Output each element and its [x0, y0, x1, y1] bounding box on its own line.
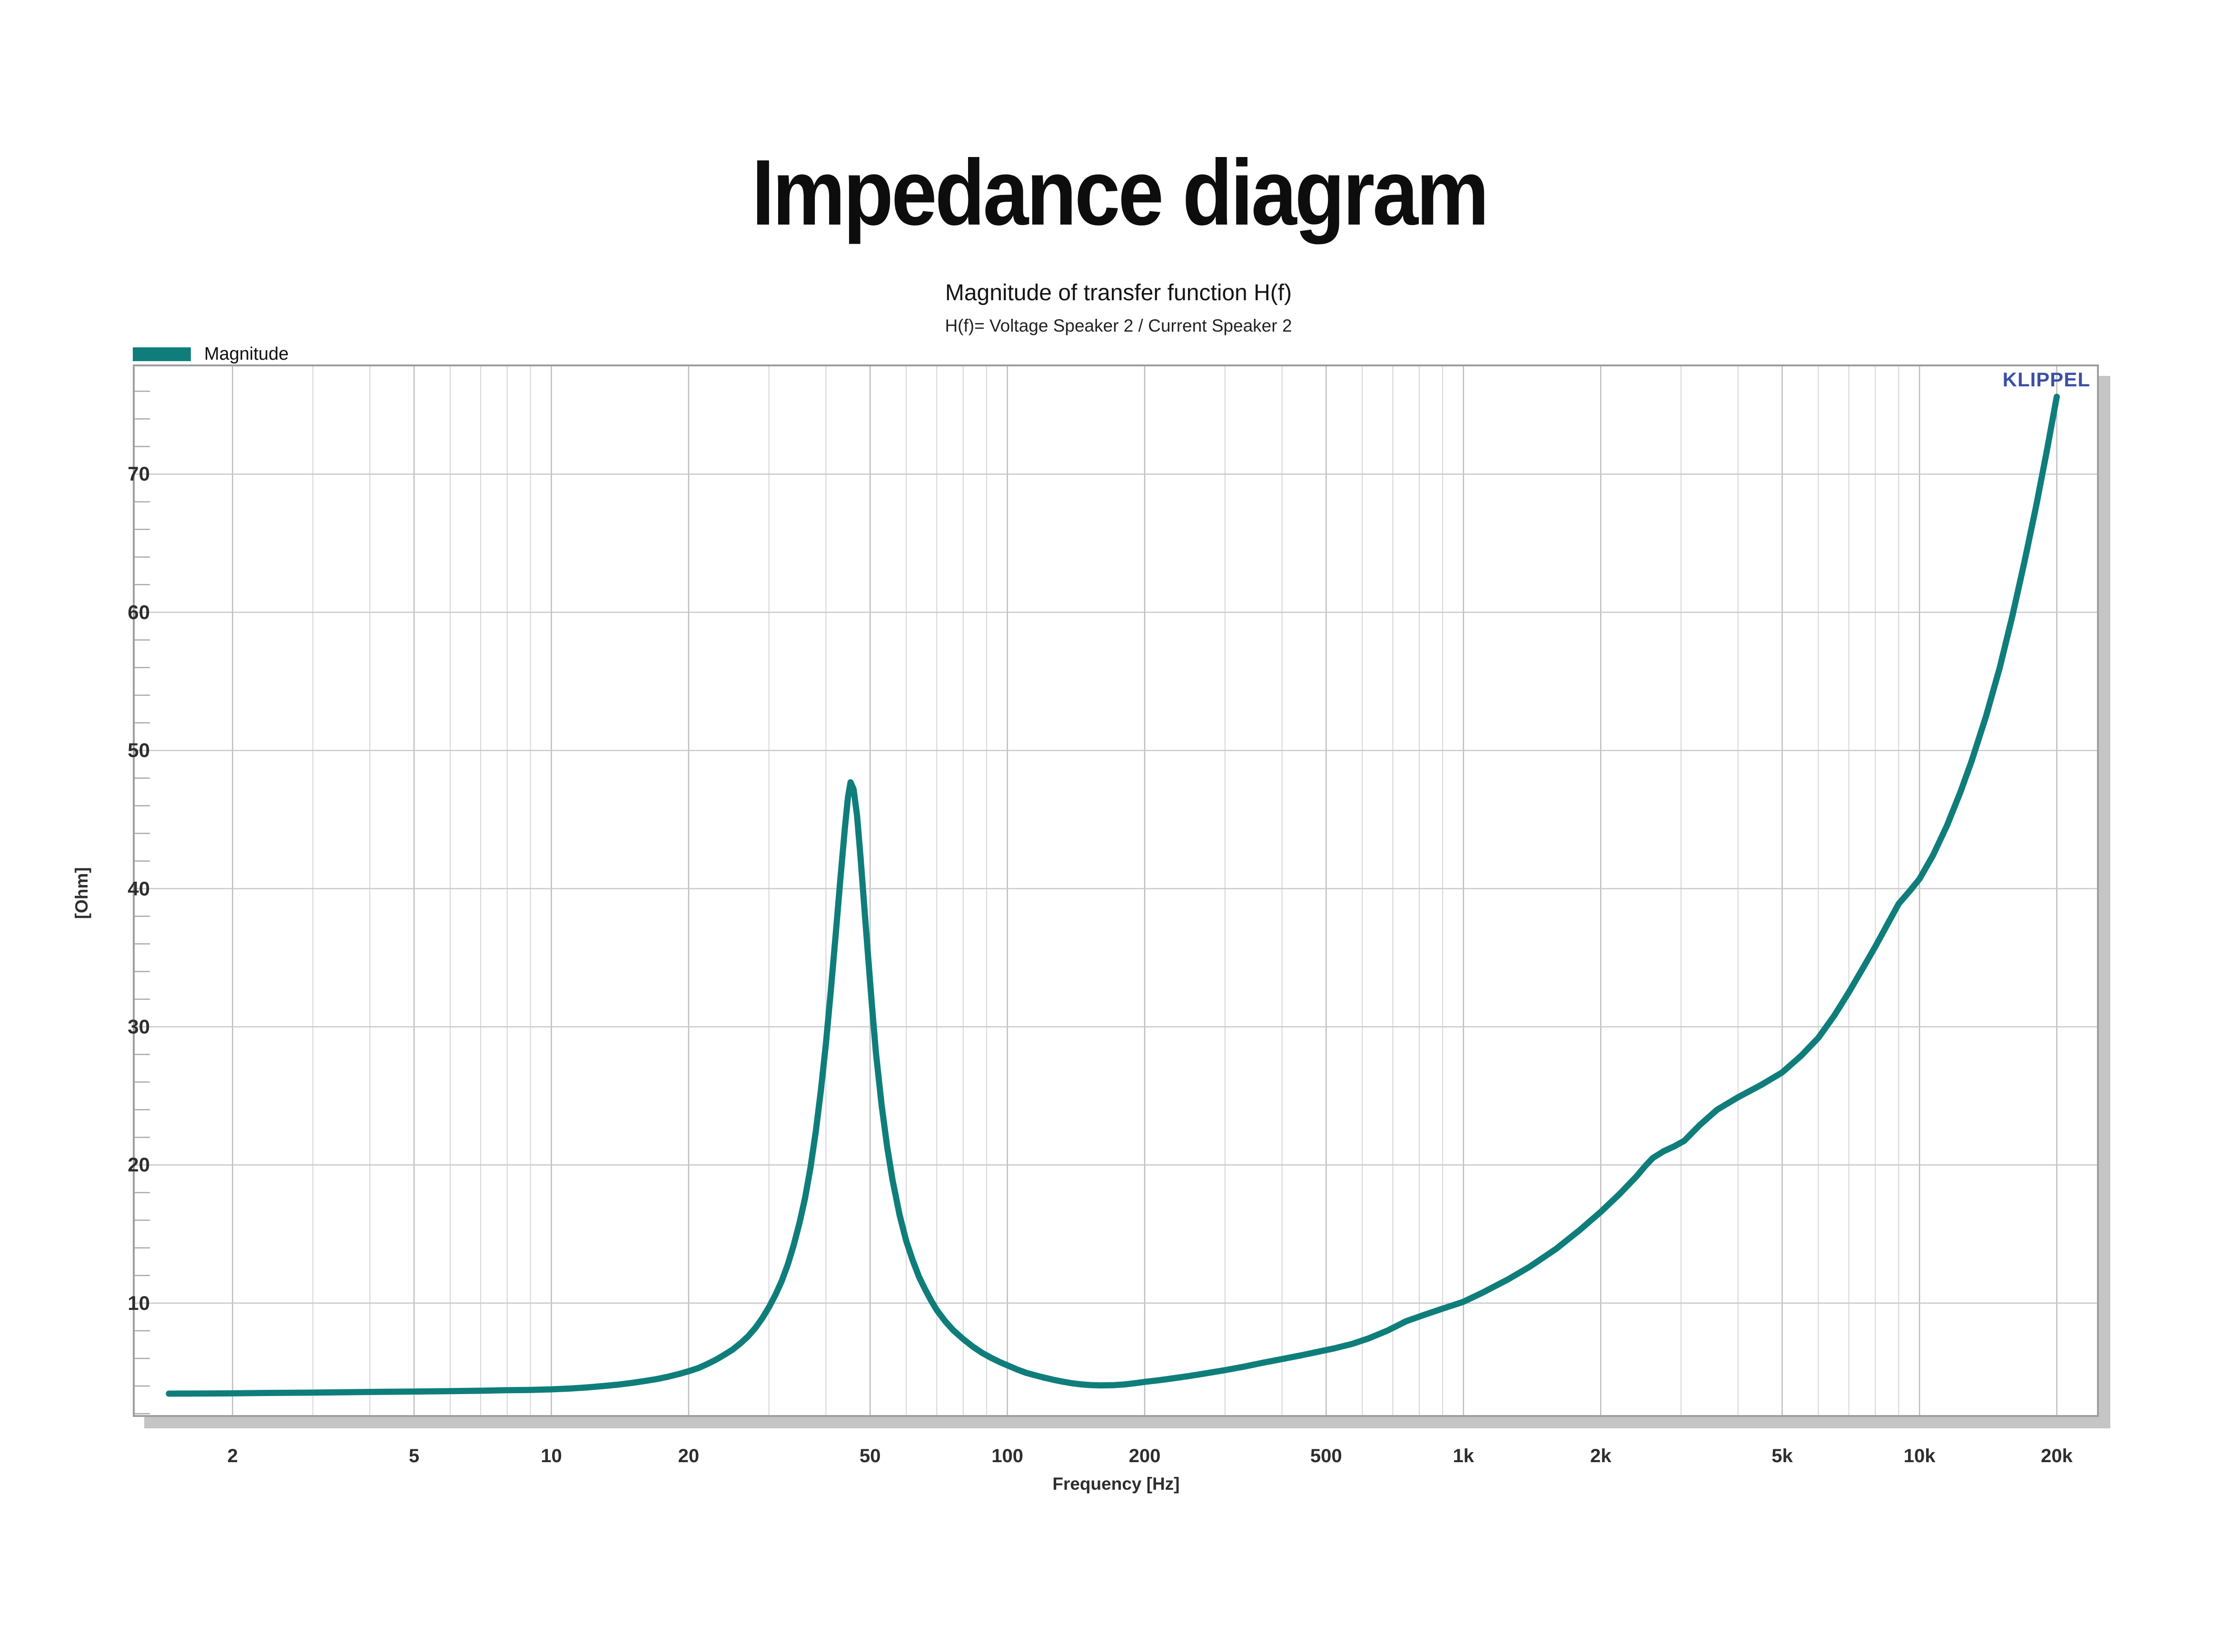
chart-title: Magnitude of transfer function H(f): [945, 280, 1292, 305]
x-tick-label: 500: [1310, 1446, 1342, 1466]
legend-swatch: [133, 347, 191, 361]
x-tick-label: 2k: [1590, 1446, 1612, 1466]
magnitude-curve: [166, 393, 2060, 1397]
y-axis-title: [Ohm]: [72, 867, 91, 919]
x-tick-label: 50: [859, 1446, 881, 1466]
plot-area: KLIPPEL: [133, 364, 2099, 1417]
x-tick-label: 20k: [2041, 1446, 2073, 1466]
legend: Magnitude: [133, 344, 288, 364]
x-tick-label: 10: [541, 1446, 562, 1466]
x-tick-label: 10k: [1903, 1446, 1936, 1466]
x-tick-label: 200: [1128, 1446, 1161, 1466]
x-tick-label: 1k: [1453, 1446, 1474, 1466]
y-tick-label: 50: [128, 739, 150, 762]
y-tick-label: 70: [128, 462, 150, 485]
x-tick-label: 5: [408, 1446, 420, 1466]
impedance-chart: [135, 366, 2097, 1415]
klippel-logo: KLIPPEL: [2002, 368, 2090, 391]
legend-label: Magnitude: [204, 344, 289, 364]
chart-subtitle: H(f)= Voltage Speaker 2 / Current Speake…: [945, 316, 1292, 335]
x-tick-label: 100: [991, 1446, 1024, 1466]
x-tick-label: 2: [227, 1446, 238, 1466]
page-title: Impedance diagram: [752, 140, 1489, 245]
x-tick-label: 20: [678, 1446, 700, 1466]
x-axis-title: Frequency [Hz]: [1052, 1474, 1180, 1494]
y-tick-label: 30: [128, 1015, 150, 1038]
y-tick-label: 60: [128, 600, 150, 623]
y-tick-label: 40: [128, 877, 150, 900]
y-tick-label: 20: [128, 1153, 150, 1176]
x-tick-label: 5k: [1771, 1446, 1793, 1466]
y-tick-label: 10: [128, 1291, 150, 1314]
